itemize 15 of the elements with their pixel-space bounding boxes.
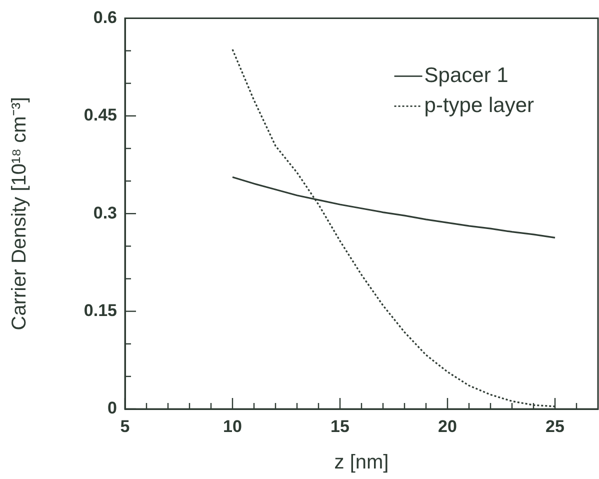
y-tick-label: 0 bbox=[108, 398, 117, 418]
y-tick-label: 0.3 bbox=[93, 203, 117, 222]
x-tick-label: 5 bbox=[120, 416, 130, 436]
x-tick-label: 10 bbox=[223, 416, 242, 436]
legend-label: p-type layer bbox=[424, 94, 534, 117]
legend-label: Spacer 1 bbox=[424, 64, 508, 87]
x-tick-label: 20 bbox=[438, 416, 457, 436]
line-series bbox=[232, 48, 556, 408]
y-tick-label: 0.15 bbox=[84, 300, 117, 320]
y-tick-label: 0.6 bbox=[93, 8, 117, 27]
y-tick-label: 0.45 bbox=[84, 106, 117, 125]
x-tick-label: 25 bbox=[546, 416, 564, 436]
x-tick-label: 15 bbox=[330, 416, 350, 436]
y-axis-title: Carrier Density [10¹⁸ cm⁻³] bbox=[8, 96, 31, 330]
x-axis-title: z [nm] bbox=[334, 452, 389, 474]
